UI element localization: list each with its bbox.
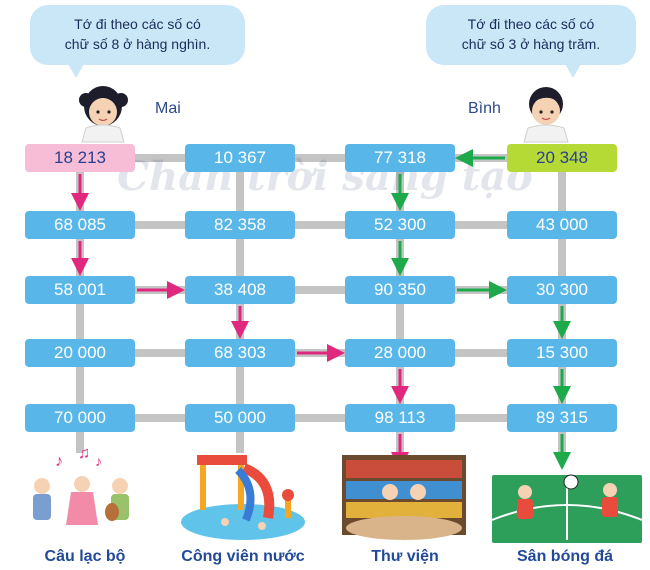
music-club-icon: ♪ ♫ ♪ (33, 445, 129, 525)
number-box: 52 300 (345, 211, 455, 239)
number-box: 82 358 (185, 211, 295, 239)
number-box: 89 315 (507, 404, 617, 432)
svg-text:♫: ♫ (78, 445, 90, 462)
mai-name: Mai (155, 100, 181, 117)
number-box: 20 348 (507, 144, 617, 172)
bubble-tail (68, 64, 84, 78)
bubble-line: Tớ đi theo các số có (74, 16, 201, 32)
svg-text:♪: ♪ (95, 453, 102, 469)
bubble-tail (565, 64, 581, 78)
number-box: 50 000 (185, 404, 295, 432)
number-box: 98 113 (345, 404, 455, 432)
number-box: 18 213 (25, 144, 135, 172)
number-box: 30 300 (507, 276, 617, 304)
library-icon (342, 455, 466, 540)
boy-icon (523, 87, 569, 143)
number-box: 15 300 (507, 339, 617, 367)
number-box: 43 000 (507, 211, 617, 239)
destination-football-field: Sân bóng đá (517, 548, 613, 565)
number-box: 90 350 (345, 276, 455, 304)
number-box: 38 408 (185, 276, 295, 304)
destination-water-park: Công viên nước (181, 548, 305, 565)
mai-speech-bubble: Tớ đi theo các số có chữ số 8 ở hàng ngh… (30, 5, 245, 65)
number-box: 58 001 (25, 276, 135, 304)
girl-icon (79, 86, 128, 143)
binh-speech-bubble: Tớ đi theo các số có chữ số 3 ở hàng tră… (426, 5, 636, 65)
destination-club: Câu lạc bộ (44, 548, 126, 565)
bubble-line: chữ số 3 ở hàng trăm. (461, 36, 601, 52)
destination-library: Thư viện (371, 548, 439, 565)
binh-name: Bình (468, 100, 501, 117)
number-box: 20 000 (25, 339, 135, 367)
bubble-line: chữ số 8 ở hàng nghìn. (64, 36, 211, 52)
number-box: 70 000 (25, 404, 135, 432)
number-box: 68 085 (25, 211, 135, 239)
bubble-line: Tớ đi theo các số có (467, 16, 595, 32)
number-box: 77 318 (345, 144, 455, 172)
svg-text:♪: ♪ (55, 453, 63, 470)
number-box: 10 367 (185, 144, 295, 172)
number-box: 28 000 (345, 339, 455, 367)
football-field-icon (491, 474, 643, 543)
number-box: 68 303 (185, 339, 295, 367)
water-park-icon (181, 455, 305, 540)
